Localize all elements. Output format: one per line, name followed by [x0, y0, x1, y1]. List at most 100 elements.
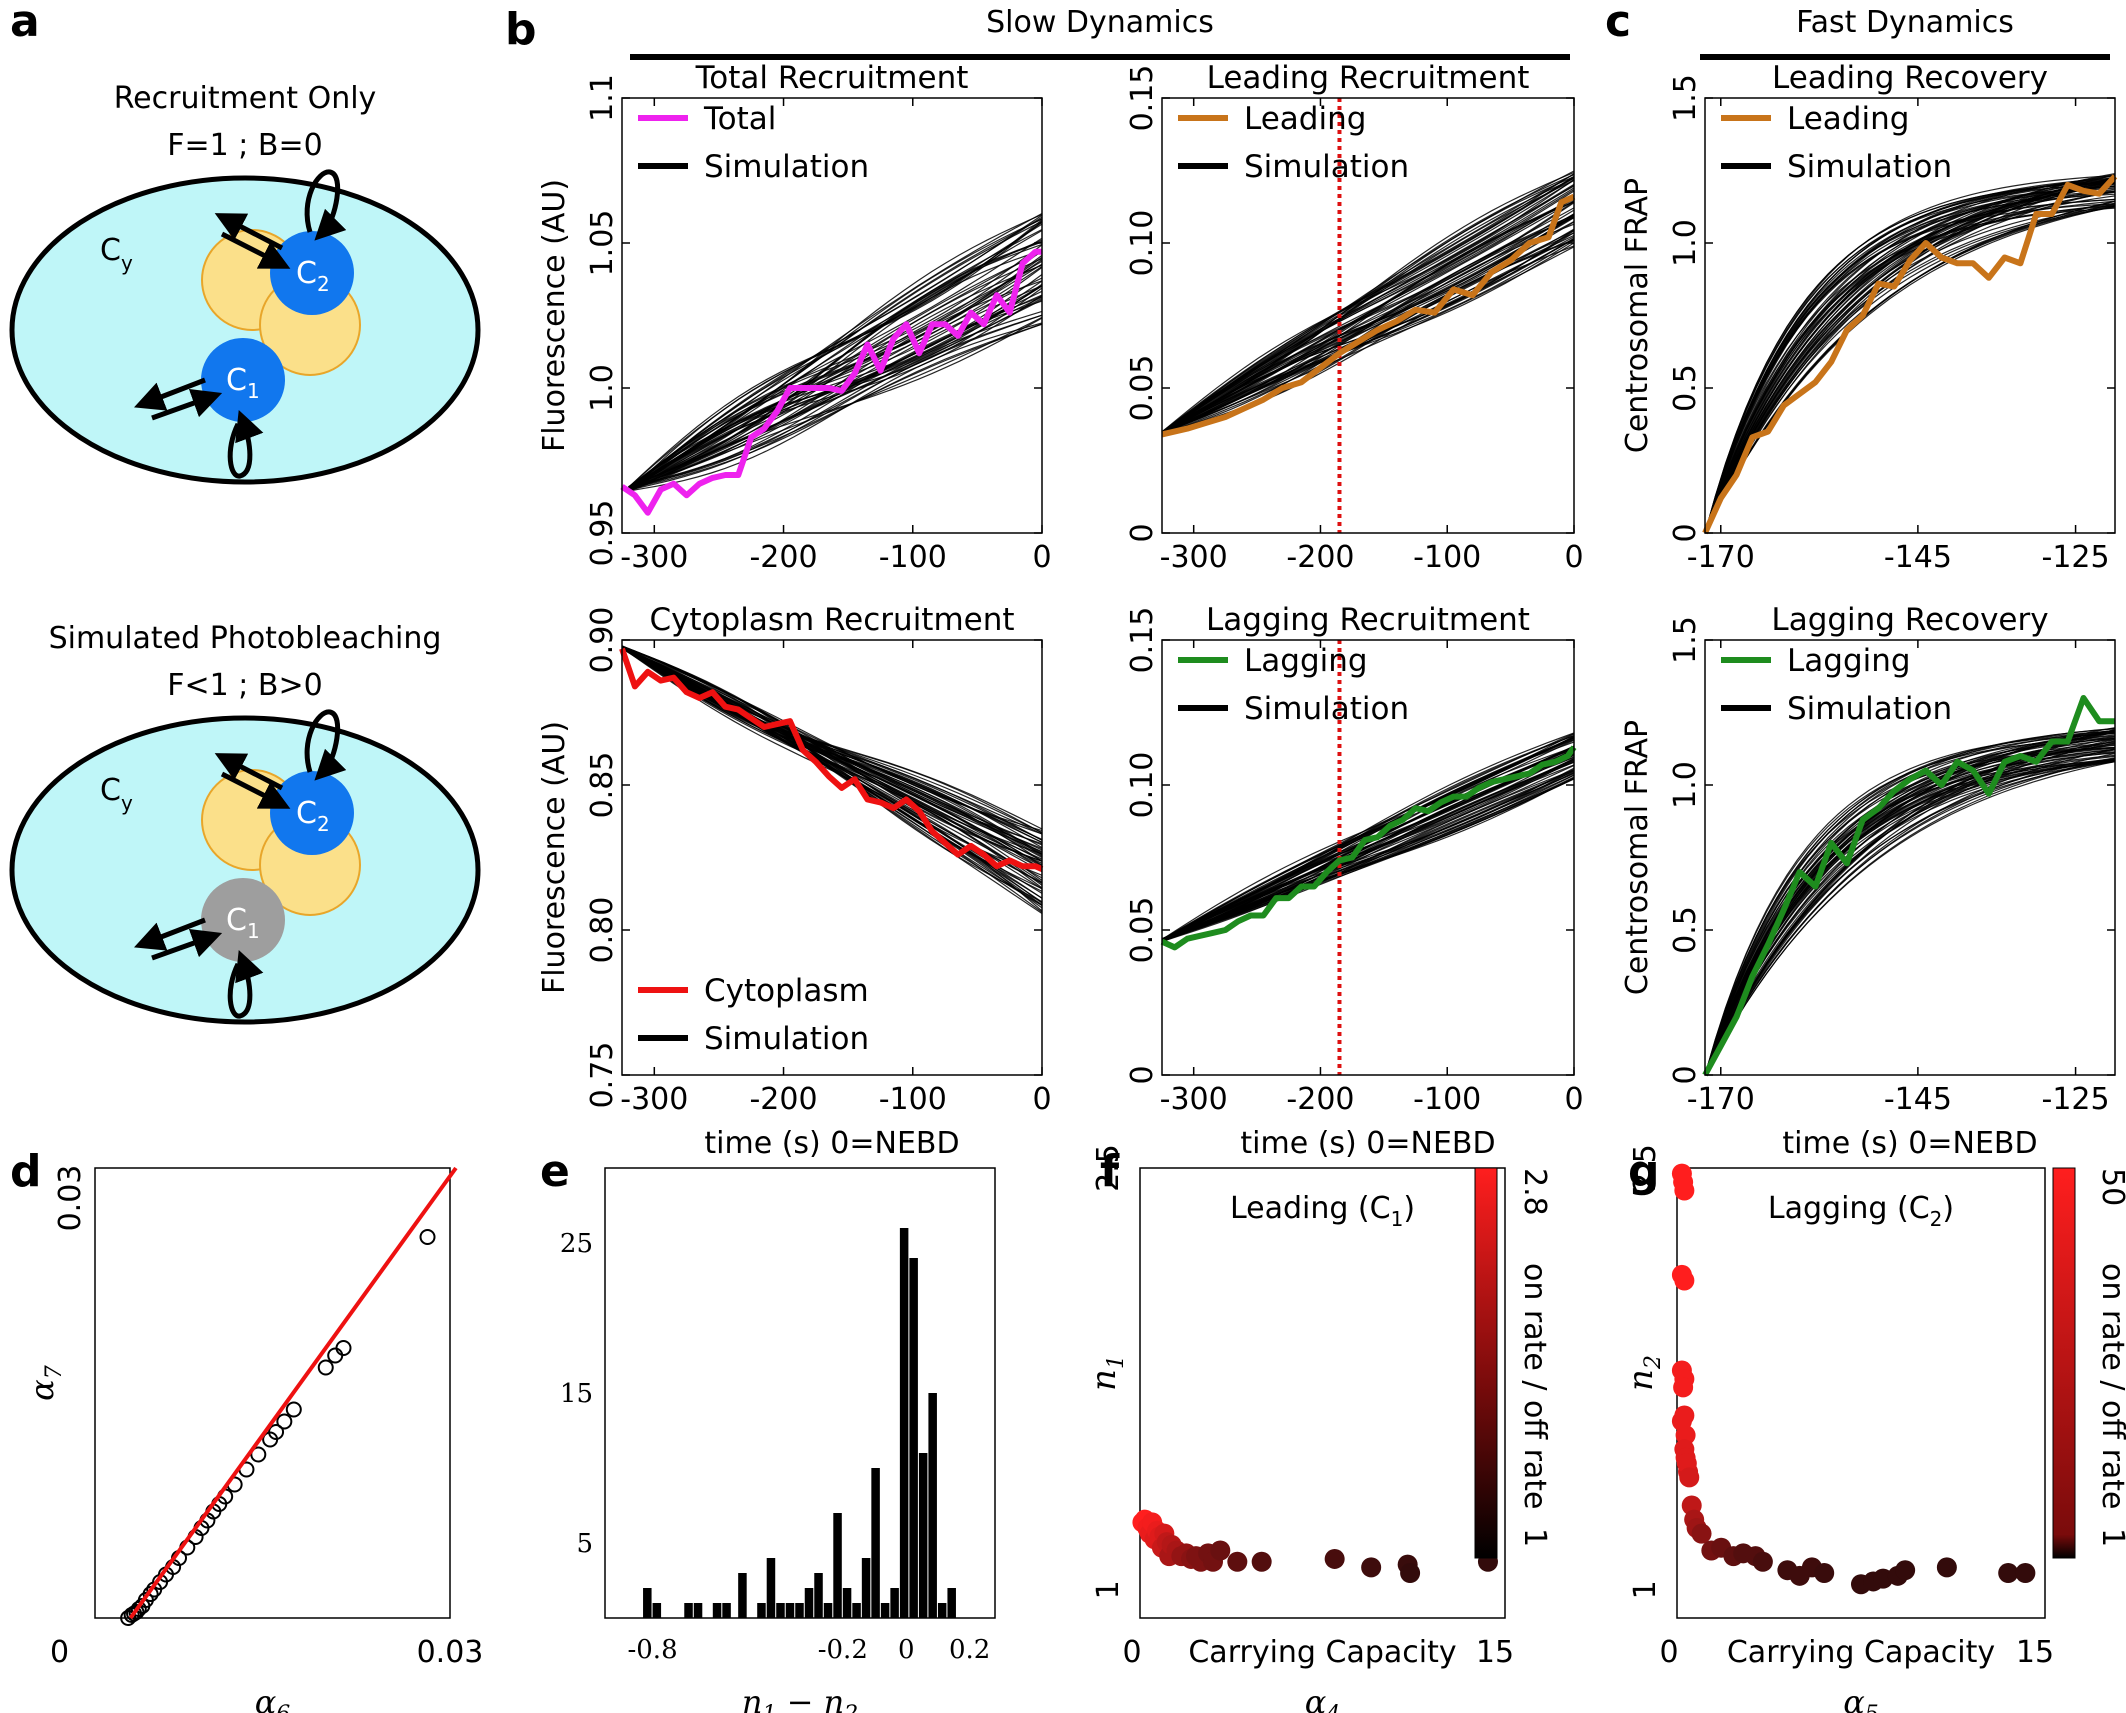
x-tick-label: -125 [2042, 1082, 2110, 1117]
y-tick-label: 2.5 [1628, 1144, 1663, 1192]
y-tick-label: 5 [576, 1529, 593, 1559]
chart-title: Lagging (C2) [1768, 1191, 1954, 1231]
chart-title: Lagging Recruitment [1206, 602, 1530, 638]
chart-alpha-scatter: 0 0.03 0.03 α6 α7 [23, 1165, 483, 1713]
chart-title: Total Recruitment [695, 60, 969, 96]
x-tick-label: 0.03 [417, 1635, 484, 1670]
simulation-trace [1704, 761, 2116, 1076]
simulation-bundle [1161, 170, 1575, 435]
scatter-point [2015, 1563, 2036, 1583]
scatter-point [1227, 1551, 1248, 1572]
scatter-point [1674, 1180, 1695, 1201]
scatter-point [327, 1347, 344, 1364]
colorbar-title: on rate / off rate [2095, 1263, 2126, 1510]
simulation-trace [621, 646, 1043, 850]
simulation-trace [1161, 769, 1575, 943]
x-axis-label: Carrying Capacity [1727, 1635, 1995, 1670]
x-tick-label: 0 [1032, 1082, 1051, 1117]
simulation-trace [628, 212, 1043, 489]
simulation-trace [628, 220, 1043, 490]
histogram-bar [947, 1588, 956, 1618]
simulation-trace [1161, 760, 1575, 941]
y-tick-label: 1.0 [1668, 219, 1703, 267]
colorbar-max-label: 2.8 [1517, 1168, 1552, 1216]
y-tick-label: 0 [1668, 1065, 1703, 1084]
histogram-bar [738, 1573, 747, 1618]
chart-title: Leading (C1) [1230, 1191, 1415, 1231]
recruitment-loop-c1 [227, 949, 264, 1019]
simulation-trace [628, 258, 1043, 490]
simulation-trace [1161, 748, 1575, 941]
panel-letter-b: b [505, 4, 537, 55]
simulation-trace [1704, 742, 2116, 1076]
y-tick-label: 0.5 [1668, 906, 1703, 954]
histogram-bar [928, 1393, 937, 1618]
chart-cytoplasm-recruitment: Cytoplasm Recruitment -300 -200 -100 0 0.75 0.… [537, 602, 1052, 1161]
colorbar-min-label: 1 [1517, 1528, 1552, 1547]
data-series-line [619, 647, 1044, 872]
centrosome-c2 [270, 231, 354, 315]
panel-letter-g: g [1628, 1146, 1660, 1197]
legend-label: Simulation [1244, 149, 1409, 185]
y-tick-label: 0.10 [1125, 210, 1160, 277]
simulation-trace [1161, 216, 1575, 433]
y-tick-label: 0.05 [1125, 897, 1160, 964]
schematic-title: Recruitment Only [114, 81, 377, 116]
panel-letter-f: f [1100, 1146, 1120, 1197]
schematic-subtitle: F<1 ; B>0 [167, 668, 322, 703]
simulation-trace [1161, 187, 1575, 433]
scatter-point [1752, 1551, 1773, 1572]
colorbar-max-label: 50 [2095, 1168, 2126, 1206]
centrosome-c2 [270, 771, 354, 855]
recruitment-loop-c1 [227, 409, 264, 479]
histogram-bar [861, 1558, 871, 1618]
simulation-trace [628, 323, 1043, 490]
histogram-bar [823, 1603, 833, 1618]
y-tick-label: 1.1 [585, 74, 620, 122]
exchange-arrow [220, 771, 291, 809]
y-tick-label: 25 [560, 1229, 593, 1259]
x-tick-label: -300 [620, 1082, 688, 1117]
x-tick-label: -200 [749, 540, 817, 575]
scatter-point [335, 1340, 352, 1356]
simulation-trace [1161, 179, 1575, 435]
x-axis-label: α6 [255, 1683, 291, 1713]
simulation-trace [1704, 206, 2116, 534]
y-tick-label: 0.10 [1125, 752, 1160, 819]
scatter-point [1251, 1551, 1272, 1572]
colorbar-title: on rate / off rate [1517, 1263, 1552, 1510]
simulation-trace [628, 239, 1043, 491]
simulation-trace [1704, 182, 2116, 534]
y-tick-label: 1 [1628, 1580, 1663, 1599]
y-axis-label: n1 [1084, 1355, 1129, 1391]
simulation-trace [621, 646, 1043, 835]
simulation-trace [1161, 776, 1575, 942]
x-tick-label: -200 [749, 1082, 817, 1117]
x-axis-math-label: α4 [1305, 1683, 1341, 1713]
y-axis-label: α7 [23, 1365, 67, 1401]
x-tick-label: -200 [1286, 540, 1354, 575]
x-tick-label: 0 [50, 1635, 69, 1670]
panel-letter-e: e [540, 1146, 570, 1197]
y-tick-label: 0.85 [585, 752, 620, 819]
simulation-bundle [628, 212, 1043, 493]
data-series-line [1160, 745, 1577, 951]
plot-frame [1704, 97, 2116, 534]
x-axis-math-label: α5 [1843, 1683, 1879, 1713]
x-tick-label: -125 [2042, 540, 2110, 575]
exchange-arrow [151, 928, 223, 961]
scatter-point [1679, 1467, 1700, 1488]
chart-title: Cytoplasm Recruitment [649, 602, 1014, 638]
simulation-trace [1704, 732, 2116, 1076]
histogram-bar [766, 1558, 776, 1618]
simulation-trace [1161, 238, 1575, 434]
simulation-trace [1704, 182, 2116, 534]
histogram-bar [833, 1513, 842, 1618]
x-tick-label: -300 [1160, 540, 1228, 575]
legend-label: Total [703, 101, 776, 137]
y-tick-label: 1.5 [1668, 616, 1703, 664]
y-tick-label: 0 [1668, 523, 1703, 542]
exchange-arrow [134, 917, 206, 951]
scatter-point [1895, 1560, 1916, 1581]
